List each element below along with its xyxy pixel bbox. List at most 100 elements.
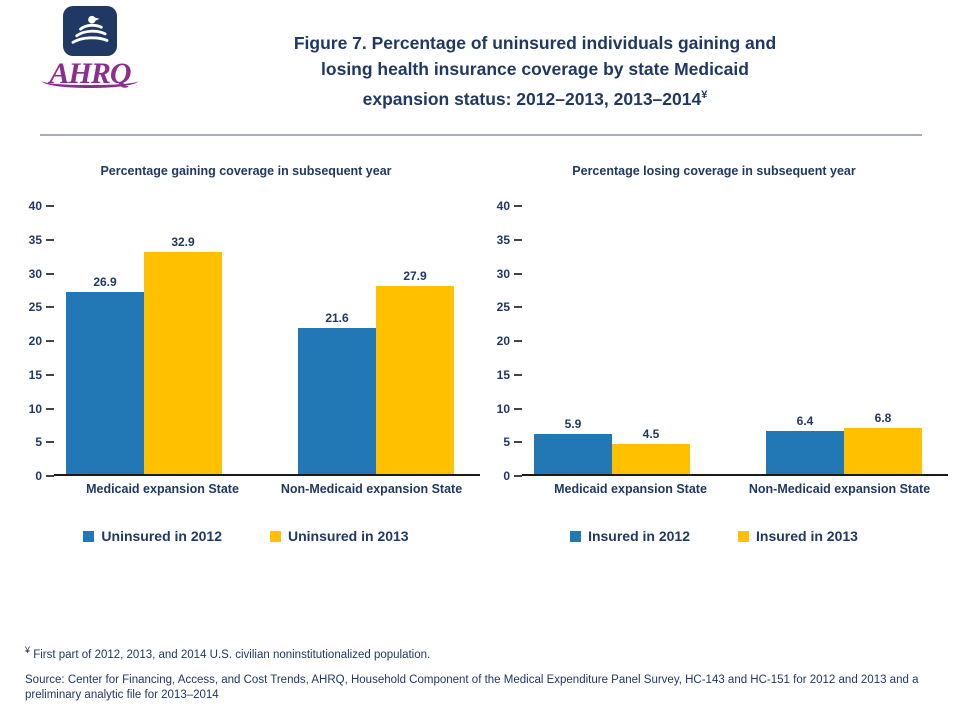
- bar-column: 27.9: [376, 269, 454, 474]
- bar-column: 4.5: [612, 427, 690, 474]
- figure-title-line-1: Figure 7. Percentage of uninsured indivi…: [293, 33, 777, 53]
- footnote: ¥ First part of 2012, 2013, and 2014 U.S…: [25, 645, 933, 661]
- y-tick-label: 15: [28, 367, 42, 382]
- bar-group: 6.4 6.8: [766, 411, 922, 474]
- y-tick-mark: [514, 441, 522, 444]
- bar-column: 6.8: [844, 411, 922, 474]
- y-tick-label: 40: [496, 199, 510, 213]
- y-tick-label: 30: [496, 266, 510, 281]
- chart-gaining-coverage: Percentage gaining coverage in subsequen…: [12, 164, 480, 544]
- figure-title-line-2: losing health insurance coverage by stat…: [321, 59, 749, 79]
- y-tick-mark: [46, 272, 54, 275]
- y-axis: 0 5 10 15 20 25 30 35 40: [480, 199, 522, 483]
- bar-value-label: 26.9: [93, 275, 117, 290]
- y-tick-label: 20: [496, 334, 510, 348]
- logo-swoosh: [42, 74, 138, 88]
- ahrq-logo: AHRQ: [38, 6, 142, 91]
- legend-swatch: [270, 530, 281, 542]
- y-tick-mark: [46, 340, 54, 342]
- y-tick-label: 25: [28, 300, 42, 315]
- footnotes: ¥ First part of 2012, 2013, and 2014 U.S…: [25, 645, 933, 703]
- chart-title: Percentage losing coverage in subsequent…: [572, 164, 856, 178]
- bar-group: 5.9 4.5: [534, 417, 690, 474]
- y-tick-label: 20: [28, 334, 42, 348]
- bar-column: 21.6: [298, 311, 376, 474]
- legend-item: Uninsured in 2012: [83, 528, 222, 544]
- bar-value-label: 32.9: [171, 234, 195, 249]
- figure-title: Figure 7. Percentage of uninsured indivi…: [150, 30, 920, 112]
- category-label: Medicaid expansion State: [554, 482, 707, 496]
- plot-wrap: 0 5 10 15 20 25 30 35 40 5.9 4.5 6.4 6.8: [480, 199, 948, 483]
- bar: [144, 251, 222, 474]
- charts-row: Percentage gaining coverage in subsequen…: [12, 164, 948, 544]
- y-tick-label: 5: [503, 435, 510, 450]
- y-tick-label: 0: [35, 469, 42, 483]
- figure-title-line-3: expansion status: 2012–2013, 2013–2014: [362, 88, 702, 109]
- y-tick-mark: [514, 205, 522, 207]
- bar-value-label: 5.9: [564, 417, 582, 432]
- bar: [612, 443, 690, 474]
- y-tick-label: 25: [496, 300, 510, 315]
- category-label: Non-Medicaid expansion State: [280, 482, 463, 496]
- y-tick-mark: [514, 238, 522, 241]
- x-axis-labels: Medicaid expansion State Non-Medicaid exp…: [54, 476, 480, 496]
- bar-value-label: 4.5: [642, 426, 660, 441]
- y-tick-mark: [514, 340, 522, 342]
- category-label: Medicaid expansion State: [86, 482, 239, 496]
- legend: Uninsured in 2012 Uninsured in 2013: [12, 528, 480, 544]
- y-tick-mark: [46, 441, 54, 444]
- bar-column: 26.9: [66, 275, 144, 474]
- y-tick-mark: [514, 475, 522, 477]
- y-tick-mark: [514, 373, 522, 376]
- bar: [766, 430, 844, 474]
- legend-item: Insured in 2013: [738, 528, 858, 544]
- bar-value-label: 27.9: [403, 268, 427, 283]
- legend-label: Uninsured in 2012: [101, 528, 222, 544]
- chart-losing-coverage: Percentage losing coverage in subsequent…: [480, 164, 948, 544]
- bar-column: 6.4: [766, 414, 844, 474]
- bar: [66, 292, 144, 474]
- hhs-eagle-icon: [63, 6, 117, 56]
- legend-label: Insured in 2012: [588, 528, 690, 544]
- y-tick-mark: [46, 373, 54, 376]
- plot-wrap: 0 5 10 15 20 25 30 35 40 26.9 32.9 21.6 27.9: [12, 199, 480, 483]
- bar: [298, 328, 376, 474]
- bar-value-label: 6.8: [874, 411, 892, 426]
- footnote-text: First part of 2012, 2013, and 2014 U.S. …: [33, 648, 431, 661]
- x-axis-labels: Medicaid expansion State Non-Medicaid exp…: [522, 476, 948, 496]
- legend-label: Insured in 2013: [756, 528, 858, 544]
- y-tick-mark: [514, 306, 522, 309]
- legend-swatch: [83, 530, 95, 542]
- hhs-eagle-glyph: [71, 15, 109, 44]
- y-tick-mark: [46, 407, 54, 410]
- legend-label: Uninsured in 2013: [288, 528, 409, 544]
- source-note: Source: Center for Financing, Access, an…: [25, 673, 919, 701]
- legend-item: Insured in 2012: [570, 528, 690, 544]
- y-tick-mark: [514, 407, 522, 410]
- legend-item: Uninsured in 2013: [270, 528, 409, 544]
- bar-value-label: 6.4: [796, 413, 814, 428]
- bar: [534, 434, 612, 474]
- y-tick-label: 10: [496, 401, 510, 416]
- legend: Insured in 2012 Insured in 2013: [480, 528, 948, 544]
- footnote-marker: ¥: [25, 645, 31, 655]
- y-tick-label: 35: [496, 232, 510, 247]
- ahrq-wordmark-wrap: AHRQ: [38, 57, 142, 91]
- bar-group: 26.9 32.9: [66, 235, 222, 474]
- y-tick-mark: [514, 272, 522, 275]
- category-label: Non-Medicaid expansion State: [748, 482, 931, 496]
- y-tick-mark: [46, 306, 54, 309]
- y-tick-label: 40: [28, 199, 42, 213]
- title-footnote-marker: ¥: [701, 89, 708, 101]
- legend-swatch: [570, 530, 582, 542]
- y-tick-label: 10: [28, 401, 42, 416]
- header-divider: [40, 134, 922, 136]
- bar-column: 5.9: [534, 417, 612, 474]
- chart-title: Percentage gaining coverage in subsequen…: [100, 164, 392, 178]
- y-tick-label: 15: [496, 367, 510, 382]
- bar-group: 21.6 27.9: [298, 269, 454, 474]
- y-tick-mark: [46, 475, 54, 477]
- y-tick-mark: [46, 205, 54, 207]
- bar-column: 32.9: [144, 235, 222, 474]
